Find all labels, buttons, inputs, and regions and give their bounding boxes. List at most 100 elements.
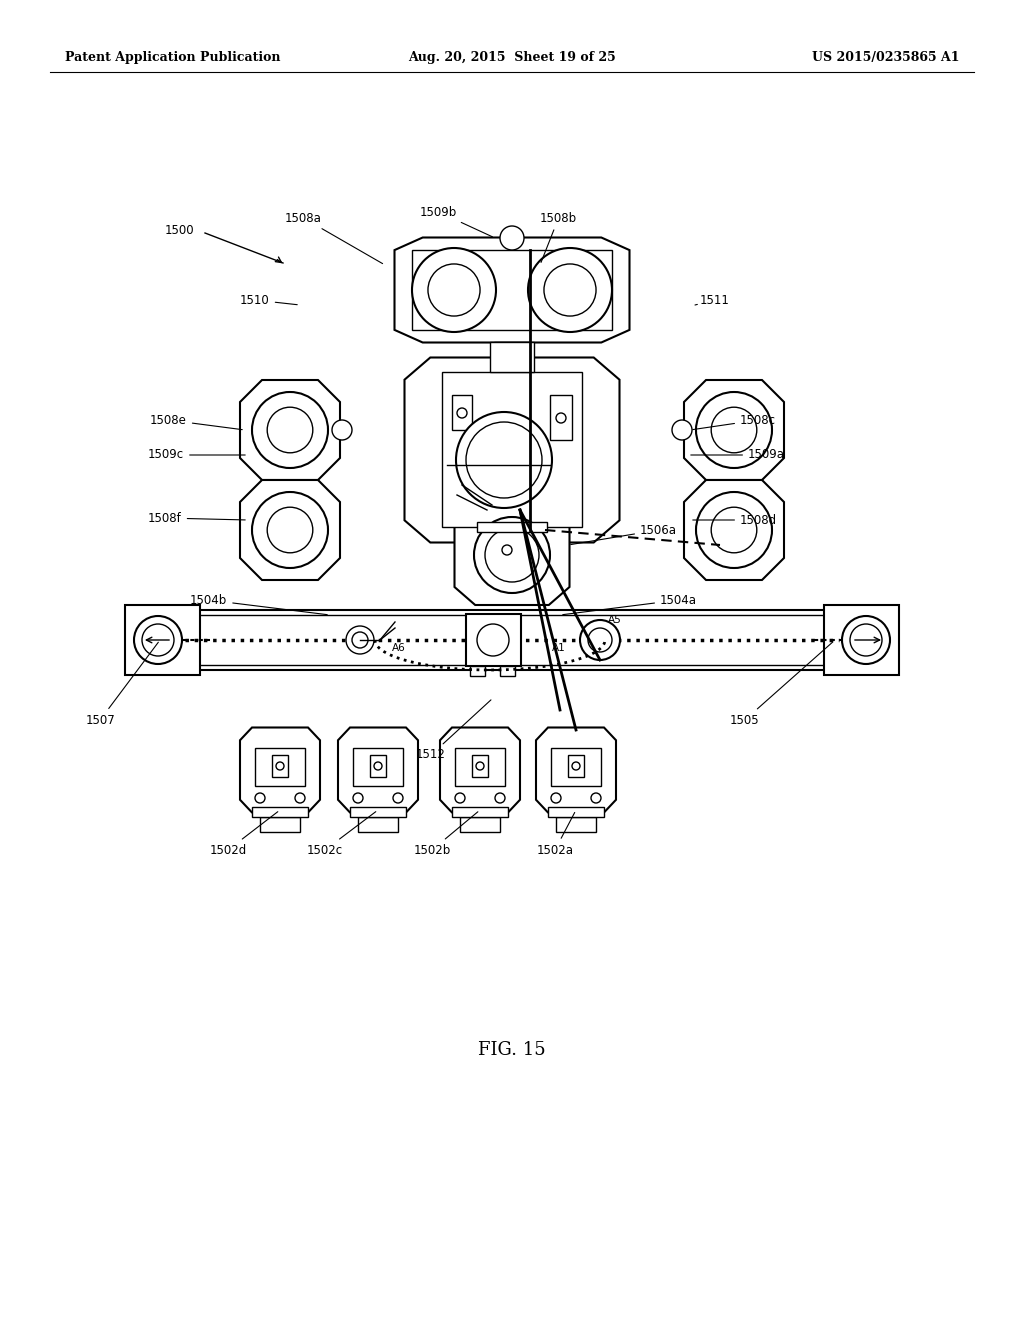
Circle shape (346, 626, 374, 653)
Text: 1508a: 1508a (285, 211, 383, 264)
Bar (568, 755, 584, 777)
Bar (442, 372, 582, 527)
Bar (455, 748, 505, 785)
Circle shape (142, 624, 174, 656)
Bar (470, 667, 485, 676)
Circle shape (353, 793, 362, 803)
Circle shape (588, 628, 612, 652)
Circle shape (580, 620, 620, 660)
Text: 1502a: 1502a (537, 812, 574, 857)
Circle shape (842, 616, 890, 664)
Polygon shape (455, 506, 569, 605)
Circle shape (528, 248, 612, 333)
Bar (556, 817, 596, 832)
Circle shape (544, 264, 596, 315)
Bar (452, 807, 508, 817)
Circle shape (572, 762, 580, 770)
Circle shape (455, 793, 465, 803)
Polygon shape (240, 480, 340, 579)
Polygon shape (536, 727, 616, 813)
Circle shape (850, 624, 882, 656)
Text: 1506a: 1506a (570, 524, 677, 545)
Text: 1502c: 1502c (307, 812, 376, 857)
Circle shape (393, 793, 403, 803)
Bar (548, 807, 604, 817)
Text: 1509a: 1509a (691, 449, 785, 462)
Polygon shape (240, 380, 340, 480)
Polygon shape (338, 727, 418, 813)
Bar (135, 615, 889, 665)
Text: 1508c: 1508c (693, 413, 776, 429)
Circle shape (134, 616, 182, 664)
Circle shape (252, 492, 328, 568)
Circle shape (412, 248, 496, 333)
Bar (500, 667, 515, 676)
Text: 1512: 1512 (416, 700, 490, 762)
Bar (358, 817, 398, 832)
Circle shape (591, 793, 601, 803)
Circle shape (500, 226, 524, 249)
Bar (370, 755, 386, 777)
Circle shape (474, 517, 550, 593)
Bar (494, 342, 530, 362)
Text: US 2015/0235865 A1: US 2015/0235865 A1 (812, 51, 961, 65)
Polygon shape (404, 358, 620, 543)
Text: 1505: 1505 (730, 642, 833, 726)
Text: A7: A7 (590, 643, 604, 653)
Circle shape (712, 507, 757, 553)
Circle shape (551, 793, 561, 803)
Text: 1500: 1500 (165, 223, 195, 236)
Polygon shape (240, 727, 319, 813)
Text: 1509b: 1509b (420, 206, 493, 236)
Circle shape (556, 413, 566, 422)
Polygon shape (684, 380, 784, 480)
Text: Patent Application Publication: Patent Application Publication (65, 51, 281, 65)
Bar (125, 605, 200, 675)
Bar (472, 755, 488, 777)
Bar (466, 614, 521, 667)
Circle shape (672, 420, 692, 440)
Circle shape (252, 392, 328, 469)
Circle shape (712, 407, 757, 453)
Circle shape (295, 793, 305, 803)
Text: A4: A4 (530, 540, 544, 550)
Text: 1504a: 1504a (563, 594, 697, 615)
Circle shape (374, 762, 382, 770)
Circle shape (485, 528, 539, 582)
Bar (252, 807, 308, 817)
Text: 1511: 1511 (695, 293, 730, 306)
Circle shape (352, 632, 368, 648)
Bar (550, 395, 572, 440)
Text: 1508d: 1508d (693, 513, 777, 527)
Text: A2: A2 (505, 554, 519, 565)
Circle shape (696, 392, 772, 469)
Polygon shape (684, 480, 784, 579)
Text: A5: A5 (608, 615, 622, 624)
Polygon shape (440, 727, 520, 813)
Text: 1510: 1510 (240, 293, 297, 306)
Circle shape (332, 420, 352, 440)
Text: 1504b: 1504b (190, 594, 328, 615)
Text: 1509c: 1509c (148, 449, 245, 462)
Circle shape (457, 408, 467, 418)
Text: FIG. 15: FIG. 15 (478, 1041, 546, 1059)
Circle shape (428, 264, 480, 315)
Text: 1508b: 1508b (540, 211, 578, 263)
Circle shape (267, 407, 312, 453)
Bar (477, 521, 547, 532)
Bar (412, 249, 612, 330)
Text: Aug. 20, 2015  Sheet 19 of 25: Aug. 20, 2015 Sheet 19 of 25 (409, 51, 615, 65)
Circle shape (276, 762, 284, 770)
Circle shape (477, 624, 509, 656)
Bar (460, 817, 500, 832)
Text: 1502d: 1502d (209, 812, 278, 857)
Bar (492, 506, 532, 543)
Text: 1502b: 1502b (414, 812, 478, 857)
Bar (130, 610, 894, 671)
Text: A3: A3 (542, 520, 556, 531)
Bar (255, 748, 305, 785)
Circle shape (502, 545, 512, 554)
Polygon shape (394, 238, 630, 342)
Circle shape (495, 793, 505, 803)
Bar (353, 748, 403, 785)
